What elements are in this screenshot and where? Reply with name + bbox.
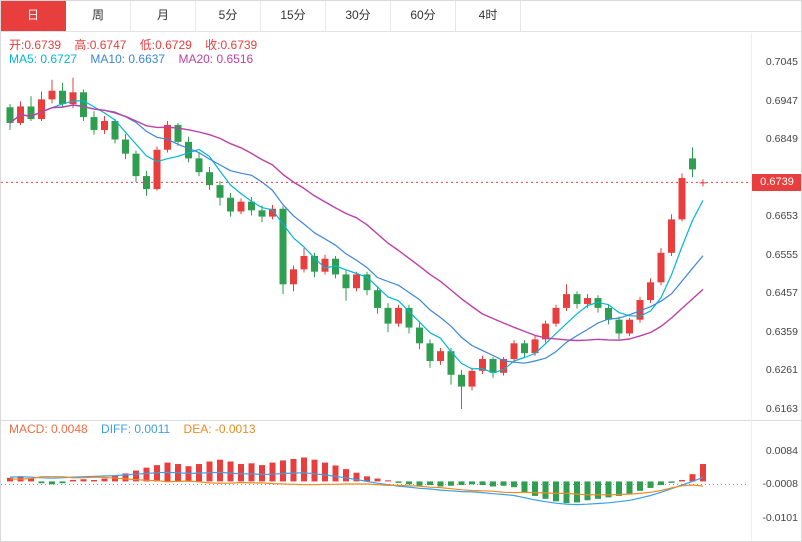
- high-value: 高:0.6747: [74, 38, 127, 52]
- timeframe-tab-2[interactable]: 月: [131, 1, 196, 31]
- ma5-value: MA5: 0.6727: [9, 52, 78, 66]
- timeframe-tab-7[interactable]: 4时: [456, 1, 521, 31]
- dea-value: DEA: -0.0013: [183, 422, 256, 436]
- timeframe-tab-4[interactable]: 15分: [261, 1, 326, 31]
- low-value: 低:0.6729: [139, 38, 192, 52]
- open-value: 开:0.6739: [9, 38, 62, 52]
- timeframe-tab-0[interactable]: 日: [1, 1, 66, 31]
- timeframe-tab-1[interactable]: 周: [66, 1, 131, 31]
- ma10-value: MA10: 0.6637: [90, 52, 166, 66]
- timeframe-tab-3[interactable]: 5分: [196, 1, 261, 31]
- ohlc-legend: 开:0.6739 高:0.6747 低:0.6729 收:0.6739: [9, 36, 267, 53]
- macd-value: MACD: 0.0048: [9, 422, 88, 436]
- macd-legend: MACD: 0.0048 DIFF: 0.0011 DEA: -0.0013: [9, 422, 266, 436]
- close-value: 收:0.6739: [205, 38, 258, 52]
- timeframe-tab-6[interactable]: 60分: [391, 1, 456, 31]
- timeframe-tabbar: 日周月 5分 15分 30分 60分 4时: [1, 1, 801, 32]
- diff-value: DIFF: 0.0011: [101, 422, 171, 436]
- current-price-badge: 0.6739: [752, 173, 801, 191]
- ma-legend: MA5: 0.6727 MA10: 0.6637 MA20: 0.6516: [9, 52, 263, 66]
- ma20-value: MA20: 0.6516: [178, 52, 254, 66]
- timeframe-tab-5[interactable]: 30分: [326, 1, 391, 31]
